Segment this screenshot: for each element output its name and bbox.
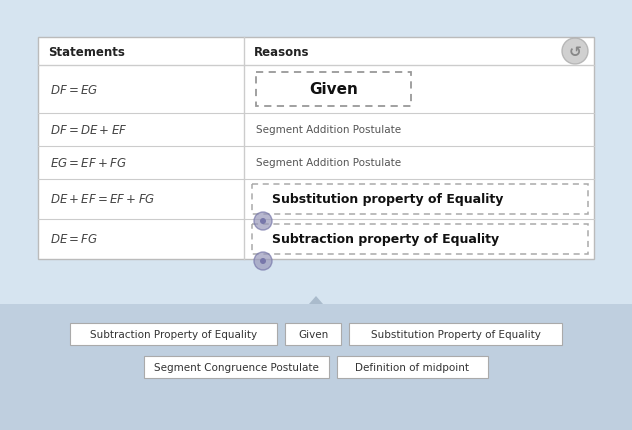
Text: Segment Addition Postulate: Segment Addition Postulate bbox=[256, 158, 401, 168]
FancyBboxPatch shape bbox=[38, 38, 594, 259]
Text: Subtraction property of Equality: Subtraction property of Equality bbox=[272, 233, 499, 246]
Text: Substitution property of Equality: Substitution property of Equality bbox=[272, 193, 503, 206]
FancyBboxPatch shape bbox=[337, 356, 488, 378]
FancyBboxPatch shape bbox=[252, 224, 588, 255]
Text: $DE = FG$: $DE = FG$ bbox=[50, 233, 98, 246]
Text: $DF = EG$: $DF = EG$ bbox=[50, 83, 98, 96]
FancyBboxPatch shape bbox=[144, 356, 329, 378]
Text: Given: Given bbox=[298, 329, 329, 339]
Text: ↺: ↺ bbox=[569, 45, 581, 60]
Circle shape bbox=[260, 218, 266, 224]
Circle shape bbox=[260, 258, 266, 264]
Text: Substitution Property of Equality: Substitution Property of Equality bbox=[370, 329, 540, 339]
Text: Reasons: Reasons bbox=[254, 46, 310, 58]
Text: Segment Addition Postulate: Segment Addition Postulate bbox=[256, 125, 401, 135]
FancyBboxPatch shape bbox=[349, 323, 562, 345]
FancyBboxPatch shape bbox=[256, 73, 411, 107]
Text: Statements: Statements bbox=[48, 46, 125, 58]
Text: $EG = EF + FG$: $EG = EF + FG$ bbox=[50, 157, 127, 169]
Text: Given: Given bbox=[309, 82, 358, 97]
Polygon shape bbox=[309, 296, 323, 304]
FancyBboxPatch shape bbox=[252, 184, 588, 215]
Text: Subtraction Property of Equality: Subtraction Property of Equality bbox=[90, 329, 257, 339]
Circle shape bbox=[562, 39, 588, 65]
Text: Segment Congruence Postulate: Segment Congruence Postulate bbox=[154, 362, 319, 372]
FancyBboxPatch shape bbox=[0, 304, 632, 430]
Text: Definition of midpoint: Definition of midpoint bbox=[355, 362, 470, 372]
Circle shape bbox=[254, 212, 272, 230]
FancyBboxPatch shape bbox=[285, 323, 341, 345]
FancyBboxPatch shape bbox=[70, 323, 277, 345]
Text: $DE + EF = EF + FG$: $DE + EF = EF + FG$ bbox=[50, 193, 155, 206]
Circle shape bbox=[254, 252, 272, 270]
Text: $DF = DE + EF$: $DF = DE + EF$ bbox=[50, 124, 128, 137]
